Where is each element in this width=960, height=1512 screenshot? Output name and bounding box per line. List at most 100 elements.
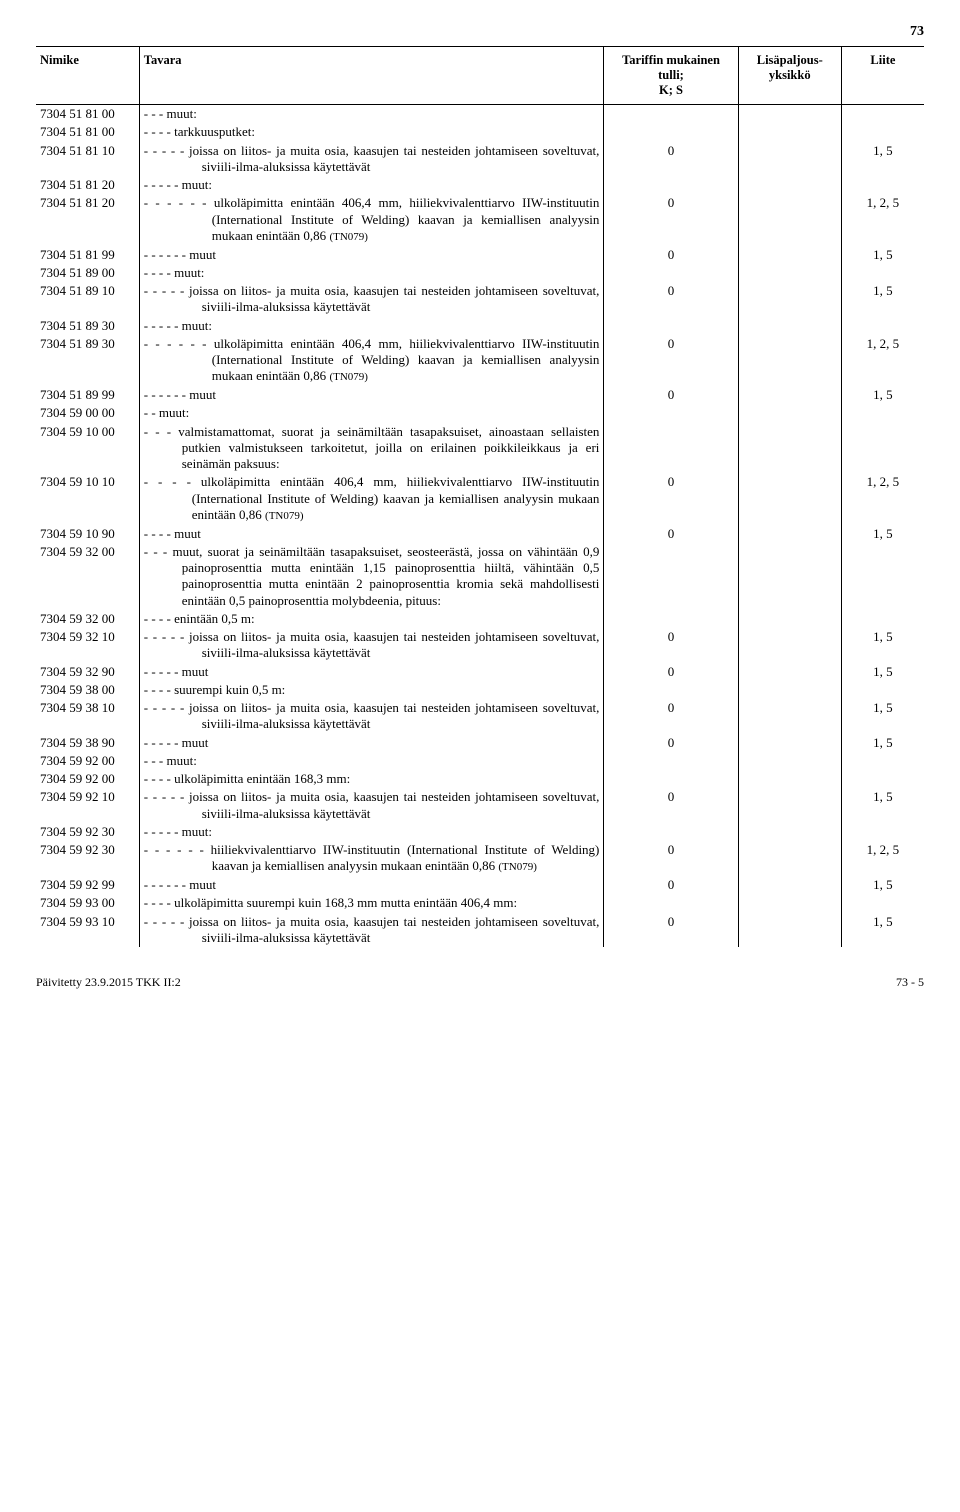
tariff-table: Nimike Tavara Tariffin mukainen tulli; K… <box>36 46 924 947</box>
cell-desc: - - - - - muut: <box>139 317 604 335</box>
cell-tariff: 0 <box>604 335 738 386</box>
cell-desc: - - - muut: <box>139 105 604 124</box>
cell-desc: - - - muut, suorat ja seinämiltään tasap… <box>139 543 604 610</box>
table-row: 7304 51 89 30- - - - - muut: <box>36 317 924 335</box>
cell-annex <box>841 176 924 194</box>
cell-desc: - - - - - - muut <box>139 876 604 894</box>
cell-annex: 1, 5 <box>841 734 924 752</box>
table-row: 7304 59 32 10- - - - - joissa on liitos-… <box>36 628 924 663</box>
cell-unit <box>738 335 841 386</box>
col-tavara: Tavara <box>139 47 604 105</box>
cell-tariff: 0 <box>604 663 738 681</box>
cell-desc: - - - - - joissa on liitos- ja muita osi… <box>139 913 604 948</box>
cell-annex <box>841 123 924 141</box>
cell-annex <box>841 543 924 610</box>
cell-code: 7304 51 89 30 <box>36 335 139 386</box>
table-row: 7304 59 92 10- - - - - joissa on liitos-… <box>36 788 924 823</box>
cell-tariff: 0 <box>604 194 738 245</box>
cell-unit <box>738 473 841 524</box>
cell-code: 7304 51 89 00 <box>36 264 139 282</box>
cell-code: 7304 59 93 10 <box>36 913 139 948</box>
cell-annex <box>841 894 924 912</box>
cell-tariff <box>604 423 738 474</box>
cell-desc: - - - - - muut: <box>139 176 604 194</box>
cell-desc: - - - - - - hiiliekvivalenttiarvo IIW-in… <box>139 841 604 876</box>
cell-desc: - - - - - joissa on liitos- ja muita osi… <box>139 282 604 317</box>
cell-desc: - - - - ulkoläpimitta enintään 406,4 mm,… <box>139 473 604 524</box>
cell-unit <box>738 543 841 610</box>
table-row: 7304 59 38 10- - - - - joissa on liitos-… <box>36 699 924 734</box>
cell-annex: 1, 5 <box>841 142 924 177</box>
cell-annex <box>841 610 924 628</box>
cell-code: 7304 59 32 90 <box>36 663 139 681</box>
cell-tariff: 0 <box>604 841 738 876</box>
cell-desc: - - - - - joissa on liitos- ja muita osi… <box>139 142 604 177</box>
cell-tariff <box>604 105 738 124</box>
table-row: 7304 51 81 00- - - - tarkkuusputket: <box>36 123 924 141</box>
cell-unit <box>738 246 841 264</box>
cell-code: 7304 59 32 00 <box>36 543 139 610</box>
cell-tariff <box>604 823 738 841</box>
cell-annex: 1, 2, 5 <box>841 473 924 524</box>
cell-desc: - - - - - joissa on liitos- ja muita osi… <box>139 788 604 823</box>
page-footer: Päivitetty 23.9.2015 TKK II:2 73 - 5 <box>36 975 924 990</box>
table-row: 7304 59 32 90- - - - - muut01, 5 <box>36 663 924 681</box>
cell-unit <box>738 752 841 770</box>
cell-code: 7304 59 10 10 <box>36 473 139 524</box>
cell-unit <box>738 404 841 422</box>
cell-desc: - - - - ulkoläpimitta suurempi kuin 168,… <box>139 894 604 912</box>
cell-code: 7304 59 93 00 <box>36 894 139 912</box>
cell-desc: - - - - - - muut <box>139 386 604 404</box>
cell-unit <box>738 264 841 282</box>
table-row: 7304 59 93 00- - - - ulkoläpimitta suure… <box>36 894 924 912</box>
table-row: 7304 59 92 00- - - - ulkoläpimitta enint… <box>36 770 924 788</box>
cell-desc: - - - - suurempi kuin 0,5 m: <box>139 681 604 699</box>
cell-desc: - - - muut: <box>139 752 604 770</box>
cell-code: 7304 51 89 10 <box>36 282 139 317</box>
cell-desc: - - - - - - ulkoläpimitta enintään 406,4… <box>139 194 604 245</box>
cell-tariff: 0 <box>604 699 738 734</box>
cell-tariff: 0 <box>604 628 738 663</box>
cell-code: 7304 59 32 00 <box>36 610 139 628</box>
col-nimike: Nimike <box>36 47 139 105</box>
table-row: 7304 59 10 90- - - - muut01, 5 <box>36 525 924 543</box>
cell-unit <box>738 663 841 681</box>
cell-tariff: 0 <box>604 734 738 752</box>
table-row: 7304 51 81 00- - - muut: <box>36 105 924 124</box>
table-row: 7304 59 38 00- - - - suurempi kuin 0,5 m… <box>36 681 924 699</box>
cell-code: 7304 51 89 30 <box>36 317 139 335</box>
table-row: 7304 59 92 00- - - muut: <box>36 752 924 770</box>
cell-desc: - - - - - muut: <box>139 823 604 841</box>
footer-left: Päivitetty 23.9.2015 TKK II:2 <box>36 975 181 990</box>
cell-code: 7304 51 81 20 <box>36 176 139 194</box>
cell-unit <box>738 734 841 752</box>
cell-code: 7304 59 10 90 <box>36 525 139 543</box>
table-row: 7304 51 81 20- - - - - muut: <box>36 176 924 194</box>
table-row: 7304 51 81 20- - - - - - ulkoläpimitta e… <box>36 194 924 245</box>
cell-tariff <box>604 894 738 912</box>
table-row: 7304 51 89 30- - - - - - ulkoläpimitta e… <box>36 335 924 386</box>
cell-code: 7304 59 92 30 <box>36 841 139 876</box>
cell-tariff: 0 <box>604 246 738 264</box>
cell-code: 7304 59 38 00 <box>36 681 139 699</box>
cell-tariff: 0 <box>604 525 738 543</box>
cell-unit <box>738 123 841 141</box>
cell-desc: - - muut: <box>139 404 604 422</box>
cell-unit <box>738 876 841 894</box>
cell-unit <box>738 176 841 194</box>
cell-unit <box>738 423 841 474</box>
cell-code: 7304 59 32 10 <box>36 628 139 663</box>
cell-annex <box>841 681 924 699</box>
cell-unit <box>738 770 841 788</box>
cell-tariff <box>604 681 738 699</box>
cell-annex: 1, 5 <box>841 788 924 823</box>
cell-code: 7304 59 38 90 <box>36 734 139 752</box>
table-row: 7304 59 93 10- - - - - joissa on liitos-… <box>36 913 924 948</box>
cell-unit <box>738 525 841 543</box>
cell-annex: 1, 5 <box>841 386 924 404</box>
cell-unit <box>738 282 841 317</box>
cell-annex: 1, 2, 5 <box>841 841 924 876</box>
cell-code: 7304 59 92 30 <box>36 823 139 841</box>
cell-unit <box>738 610 841 628</box>
cell-code: 7304 59 10 00 <box>36 423 139 474</box>
